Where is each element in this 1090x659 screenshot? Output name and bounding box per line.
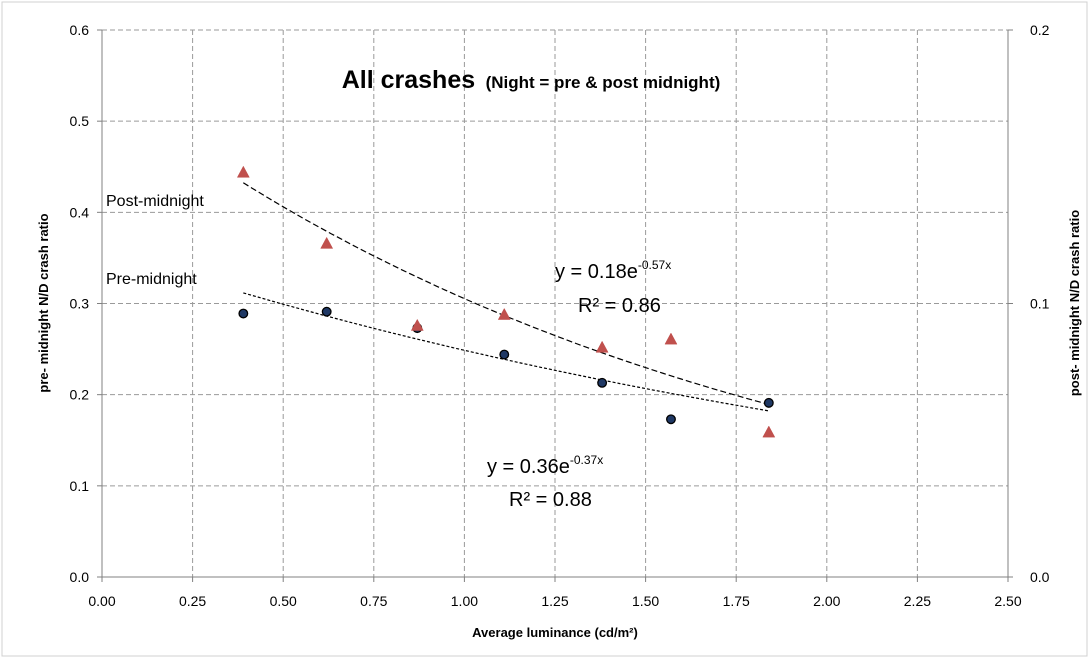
x-axis-title: Average luminance (cd/m²): [472, 625, 638, 640]
x-tick-label: 0.25: [179, 593, 206, 609]
post-midnight-point: [410, 318, 424, 331]
x-tick-label: 1.25: [541, 593, 568, 609]
left-y-axis-title: pre- midnight N/D crash ratio: [36, 213, 51, 392]
pre-midnight-point: [666, 414, 676, 425]
pre-midnight-equation: y = 0.36e-0.37x: [487, 453, 603, 478]
right-y-tick-label: 0.0: [1030, 569, 1050, 585]
pre-midnight-trendline: [243, 292, 769, 412]
x-tick-label: 0.00: [88, 593, 115, 609]
pre-midnight-point: [499, 349, 510, 360]
post-midnight-point: [320, 236, 334, 249]
pre-midnight-label: Pre-midnight: [106, 271, 197, 288]
right-y-tick-label: 0.2: [1030, 22, 1050, 38]
x-tick-label: 0.75: [360, 593, 387, 609]
right-y-axis-title: post- midnight N/D crash ratio: [1067, 210, 1082, 396]
chart-subtitle: (Night = pre & post midnight): [486, 73, 721, 92]
chart-title: All crashes (Night = pre & post midnight…: [342, 66, 721, 94]
post-midnight-point: [664, 332, 678, 345]
post-midnight-r2: R² = 0.86: [578, 295, 661, 317]
trendlines: [242, 182, 769, 412]
post-midnight-trendline: [242, 182, 769, 406]
pre-midnight-point: [321, 306, 332, 317]
post-midnight-equation-base: y = 0.18e: [555, 261, 638, 283]
post-midnight-equation-exponent: -0.57x: [638, 258, 671, 272]
post-midnight-point: [497, 307, 511, 320]
post-midnight-equation: y = 0.18e-0.57x: [555, 258, 671, 283]
x-tick-label: 1.50: [632, 593, 659, 609]
pre-midnight-equation-exponent: -0.37x: [570, 453, 603, 467]
left-y-tick-label: 0.0: [70, 569, 90, 585]
pre-midnight-r2: R² = 0.88: [509, 489, 592, 511]
post-midnight-point: [762, 425, 776, 438]
right-y-tick-label: 0.1: [1030, 296, 1050, 312]
tick-labels: 0.00 0.25 0.50 0.75 1.00 1.25 1.50 1.75 2.00 2.25…: [70, 22, 1050, 609]
post-midnight-point: [236, 165, 250, 178]
pre-midnight-point: [597, 377, 608, 388]
x-tick-label: 2.00: [813, 593, 840, 609]
pre-midnight-point: [238, 308, 249, 319]
post-midnight-point: [595, 340, 609, 353]
x-tick-label: 1.75: [723, 593, 750, 609]
pre-midnight-equation-base: y = 0.36e: [487, 456, 570, 478]
left-y-tick-label: 0.6: [70, 22, 90, 38]
x-tick-label: 1.00: [451, 593, 478, 609]
pre-midnight-point: [763, 397, 774, 408]
post-midnight-label: Post-midnight: [106, 193, 204, 210]
grid-lines: [102, 29, 1009, 577]
chart-title-main: All crashes: [342, 66, 475, 94]
left-y-tick-label: 0.4: [70, 204, 90, 220]
x-tick-label: 0.50: [270, 593, 297, 609]
x-tick-label: 2.25: [904, 593, 931, 609]
left-y-tick-label: 0.1: [70, 478, 90, 494]
x-tick-label: 2.50: [994, 593, 1021, 609]
left-y-tick-label: 0.3: [70, 296, 90, 312]
left-y-tick-label: 0.5: [70, 113, 90, 129]
left-y-tick-label: 0.2: [70, 387, 90, 403]
data-points: [236, 165, 776, 438]
